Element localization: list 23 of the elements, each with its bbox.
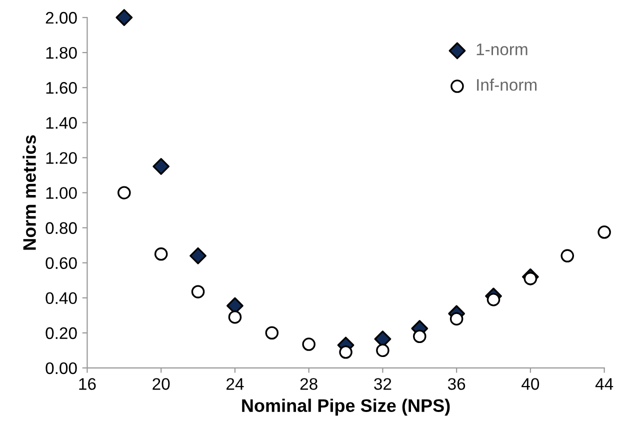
y-axis-title: Norm metrics xyxy=(22,135,36,250)
y-tick-label: 1.00 xyxy=(46,187,77,199)
x-axis-title: Nominal Pipe Size (NPS) xyxy=(242,398,450,416)
x-tick-label: 24 xyxy=(226,378,244,390)
y-tick-label: 0.20 xyxy=(46,327,77,340)
y-tick-label: 1.80 xyxy=(46,46,77,59)
y-tick-label: 1.40 xyxy=(46,117,77,129)
x-tick-label: 20 xyxy=(152,378,170,390)
x-tick-label: 16 xyxy=(79,378,96,390)
legend-label: Inf-norm xyxy=(477,78,537,91)
y-tick-label: 0.40 xyxy=(46,292,77,304)
legend-label: 1-norm xyxy=(476,44,528,56)
y-tick-label: 1.20 xyxy=(46,152,77,164)
x-tick-label: 32 xyxy=(374,378,392,390)
y-tick-label: 1.60 xyxy=(46,82,77,94)
x-tick-label: 44 xyxy=(595,378,614,390)
x-tick-label: 40 xyxy=(522,378,540,390)
y-tick-label: 0.60 xyxy=(46,257,77,270)
y-tick-label: 2.00 xyxy=(46,12,77,24)
x-tick-label: 28 xyxy=(300,378,318,390)
y-tick-label: 0.80 xyxy=(46,222,77,234)
x-tick-label: 36 xyxy=(448,378,466,390)
y-tick-label: 0.00 xyxy=(46,362,77,374)
